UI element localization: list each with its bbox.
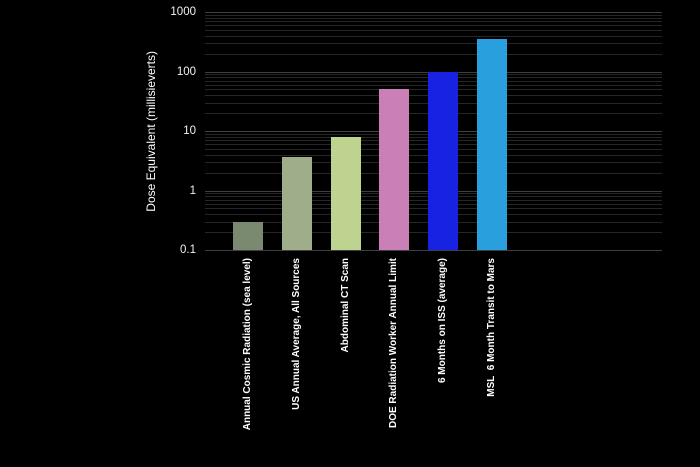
gridline xyxy=(205,25,662,27)
gridline xyxy=(205,250,662,251)
bar-4 xyxy=(428,71,459,250)
y-tick-label: 1000 xyxy=(170,6,196,18)
bar-5 xyxy=(477,39,507,250)
x-category-label: US Annual Average, All Sources xyxy=(290,258,302,410)
bar-0 xyxy=(233,221,263,250)
gridline xyxy=(205,17,662,19)
x-category-label: MSL 6 Month Transit to Mars xyxy=(486,258,497,397)
gridline xyxy=(205,29,662,31)
x-category-label: DOE Radiation Worker Annual Limit xyxy=(388,258,400,429)
x-axis-category-labels: Annual Cosmic Radiation (sea level) US An… xyxy=(0,258,700,467)
y-axis-tick-labels: 1000 100 10 1 0.1 xyxy=(0,0,200,467)
x-category-label: Annual Cosmic Radiation (sea level) xyxy=(242,258,253,431)
gridline xyxy=(205,43,662,45)
y-tick-label: 0.1 xyxy=(180,244,196,256)
gridline xyxy=(205,35,662,37)
y-tick-label: 100 xyxy=(176,65,196,78)
gridline xyxy=(205,53,662,55)
y-tick-label: 10 xyxy=(183,125,196,137)
y-tick-label: 1 xyxy=(189,184,196,197)
x-category-label: Abdominal CT Scan xyxy=(339,258,351,353)
bar-3 xyxy=(379,89,410,250)
gridline xyxy=(205,14,662,16)
x-category-label: 6 Months on ISS (average) xyxy=(437,258,449,384)
plot-area xyxy=(205,12,662,251)
bar-1 xyxy=(281,157,312,250)
gridline xyxy=(205,21,662,23)
bar-2 xyxy=(330,136,361,250)
gridline xyxy=(205,12,662,13)
